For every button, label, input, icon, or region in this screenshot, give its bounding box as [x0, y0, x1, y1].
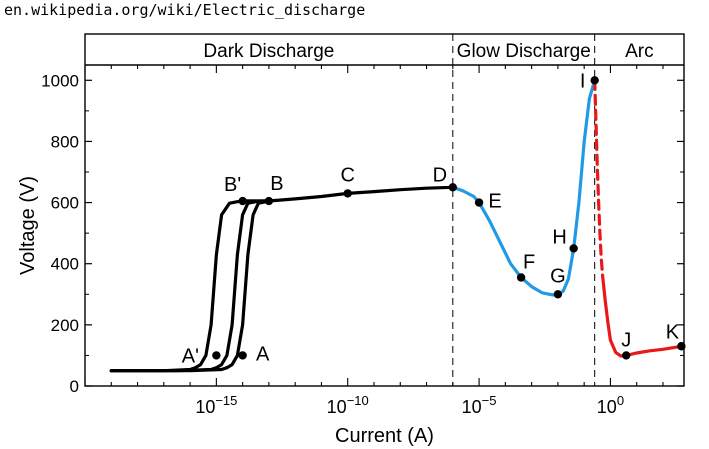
arc-curve: [593, 78, 605, 278]
x-tick-exponent: −10: [347, 393, 369, 408]
point-label: H: [552, 226, 566, 248]
y-tick-label: 800: [51, 132, 79, 151]
point-marker: [343, 189, 352, 198]
point-label: I: [580, 70, 586, 92]
region-label: Arc: [625, 41, 654, 62]
point-label: D: [433, 164, 447, 186]
arc-curve: [601, 274, 683, 358]
point-marker: [264, 196, 274, 206]
page-url: en.wikipedia.org/wiki/Electric_discharge: [4, 1, 366, 19]
point-marker: [622, 351, 631, 360]
region-label: Glow Discharge: [457, 41, 591, 62]
x-tick-base: 10: [195, 397, 215, 417]
point-label: B': [224, 174, 241, 196]
y-axis-label: Voltage (V): [17, 176, 39, 275]
point-marker: [590, 76, 599, 85]
x-tick-base: 10: [597, 397, 617, 417]
dark-curve: [109, 199, 271, 373]
point-marker: [238, 351, 247, 360]
x-axis-label: Current (A): [335, 425, 434, 447]
plot-frame: [84, 33, 685, 387]
y-tick-label: 600: [51, 194, 79, 213]
point-label: A': [182, 345, 199, 367]
x-tick-exponent: 0: [617, 393, 624, 408]
x-tick-label: 100: [597, 393, 624, 417]
x-tick-base: 10: [462, 397, 482, 417]
point-label: A: [256, 343, 270, 365]
point-marker: [569, 244, 578, 253]
x-tick-label: 10−5: [462, 393, 497, 417]
point-marker: [448, 183, 458, 192]
y-tick-label: 0: [70, 377, 79, 396]
point-marker: [553, 290, 563, 299]
point-label: B: [270, 173, 283, 195]
x-tick-label: 10−15: [195, 393, 237, 417]
point-label: G: [550, 265, 566, 287]
point-marker: [677, 342, 686, 351]
point-label: K: [666, 321, 680, 343]
y-tick-label: 200: [51, 316, 79, 335]
y-tick-label: 1000: [41, 71, 79, 90]
point-label: C: [340, 164, 354, 186]
x-tick-exponent: −15: [215, 393, 237, 408]
point-marker: [212, 351, 221, 360]
point-label: E: [488, 191, 501, 213]
x-tick-label: 10−10: [327, 393, 369, 417]
point-marker: [516, 273, 526, 282]
point-marker: [474, 198, 484, 207]
x-tick-base: 10: [327, 397, 347, 417]
region-label: Dark Discharge: [203, 41, 334, 62]
y-tick-label: 400: [51, 255, 79, 274]
point-marker: [238, 196, 247, 206]
x-tick-exponent: −5: [482, 393, 497, 408]
point-label: F: [523, 251, 535, 273]
point-label: J: [621, 329, 631, 351]
